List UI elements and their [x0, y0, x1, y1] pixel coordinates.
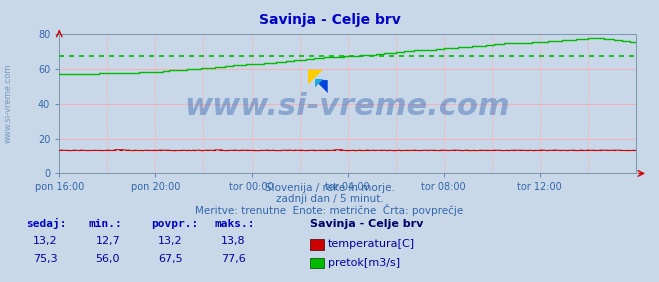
Text: 13,8: 13,8 [221, 236, 245, 246]
Text: temperatura[C]: temperatura[C] [328, 239, 415, 249]
Text: zadnji dan / 5 minut.: zadnji dan / 5 minut. [275, 194, 384, 204]
Text: 67,5: 67,5 [158, 254, 183, 264]
Text: maks.:: maks.: [214, 219, 254, 229]
Text: ◤: ◤ [314, 78, 323, 88]
Text: www.si-vreme.com: www.si-vreme.com [3, 64, 13, 143]
Text: ◥: ◥ [315, 78, 328, 96]
Text: pretok[m3/s]: pretok[m3/s] [328, 258, 400, 268]
Text: 75,3: 75,3 [33, 254, 57, 264]
Text: 13,2: 13,2 [33, 236, 57, 246]
Text: min.:: min.: [89, 219, 123, 229]
Text: 56,0: 56,0 [96, 254, 120, 264]
Text: Slovenija / reke in morje.: Slovenija / reke in morje. [264, 182, 395, 193]
Text: 13,2: 13,2 [158, 236, 183, 246]
Text: povpr.:: povpr.: [152, 219, 199, 229]
Text: Savinja - Celje brv: Savinja - Celje brv [310, 219, 423, 229]
Text: 12,7: 12,7 [96, 236, 121, 246]
Text: Meritve: trenutne  Enote: metrične  Črta: povprečje: Meritve: trenutne Enote: metrične Črta: … [195, 204, 464, 216]
Text: www.si-vreme.com: www.si-vreme.com [185, 92, 511, 121]
Text: sedaj:: sedaj: [26, 218, 67, 229]
Text: ◤: ◤ [308, 66, 324, 85]
Text: Savinja - Celje brv: Savinja - Celje brv [258, 13, 401, 27]
Text: 77,6: 77,6 [221, 254, 246, 264]
